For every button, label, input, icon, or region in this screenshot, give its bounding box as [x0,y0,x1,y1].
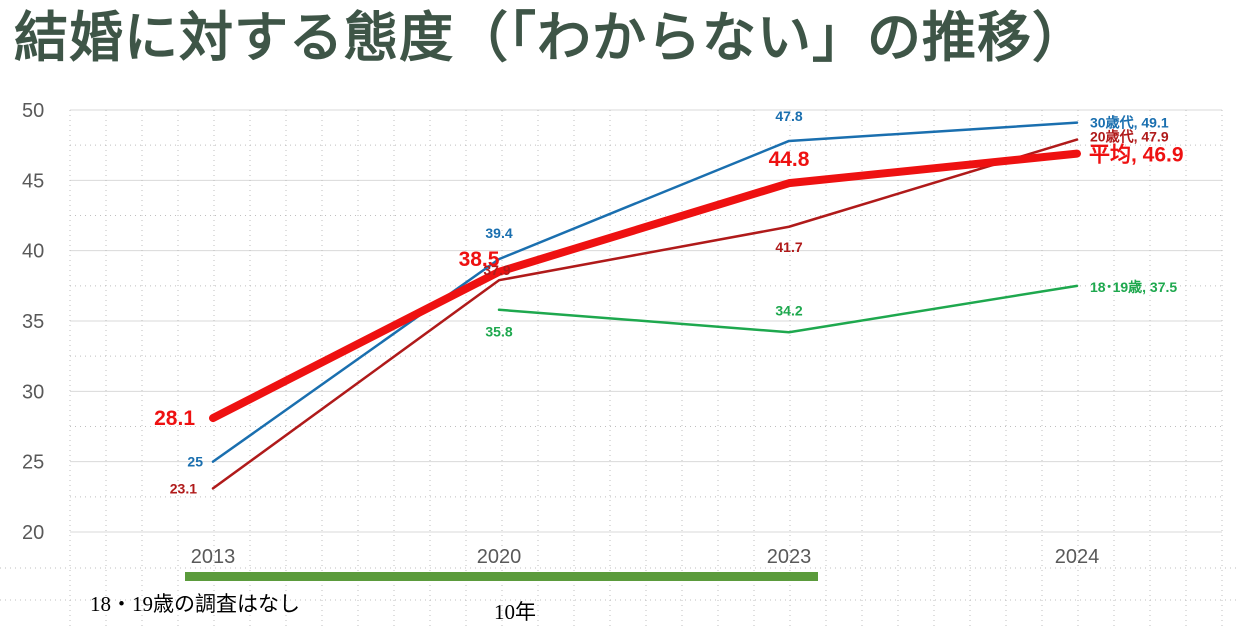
span-bar [185,572,818,581]
data-label-s1819: 34.2 [775,302,802,318]
data-labels: 25 39.4 47.8 30歳代, 49.1 23.1 37.9 41.7 20歳代, 47… [154,108,1183,496]
data-label-s1819: 35.8 [485,324,512,340]
series-line-s30 [211,121,1079,463]
data-label-avg: 平均, 46.9 [1089,143,1184,167]
data-label-s20: 23.1 [170,480,197,496]
data-label-avg: 38.5 [459,248,500,271]
data-label-s20: 37.9 [483,262,510,278]
gridlines [0,109,1240,628]
no-survey-note: 18・19歳の調査はなし [90,592,300,616]
y-tick-label: 25 [22,452,44,474]
data-label-avg: 28.1 [154,407,195,430]
y-tick-label: 50 [22,100,44,122]
x-axis: 2013 2020 2023 2024 [191,546,1100,568]
series-line-avg [209,149,1081,423]
data-label-s20: 41.7 [775,239,802,255]
series-lines [209,121,1081,490]
data-label-s30: 30歳代, 49.1 [1090,115,1169,131]
y-tick-label: 35 [22,311,44,333]
data-label-s30: 39.4 [485,225,512,241]
data-label-s20: 20歳代, 47.9 [1090,129,1169,145]
x-tick-label: 2023 [767,546,812,568]
x-tick-label: 2020 [477,546,522,568]
y-tick-label: 40 [22,241,44,263]
data-label-s30: 25 [187,454,203,470]
series-line-s20 [211,138,1079,490]
y-tick-label: 20 [22,522,44,544]
data-label-s30: 47.8 [775,108,802,124]
y-tick-label: 45 [22,170,44,192]
y-axis: 20 25 30 35 40 45 50 [22,100,44,544]
span-note: 10年 [494,600,536,624]
series-line-s1819 [497,284,1079,334]
x-tick-label: 2024 [1055,546,1100,568]
x-tick-label: 2013 [191,546,236,568]
data-label-s1819: 18･19歳, 37.5 [1090,279,1177,295]
y-tick-label: 30 [22,381,44,403]
data-label-avg: 44.8 [769,148,810,171]
chart-title: 結婚に対する態度（「わからない」の推移） [14,6,1087,69]
